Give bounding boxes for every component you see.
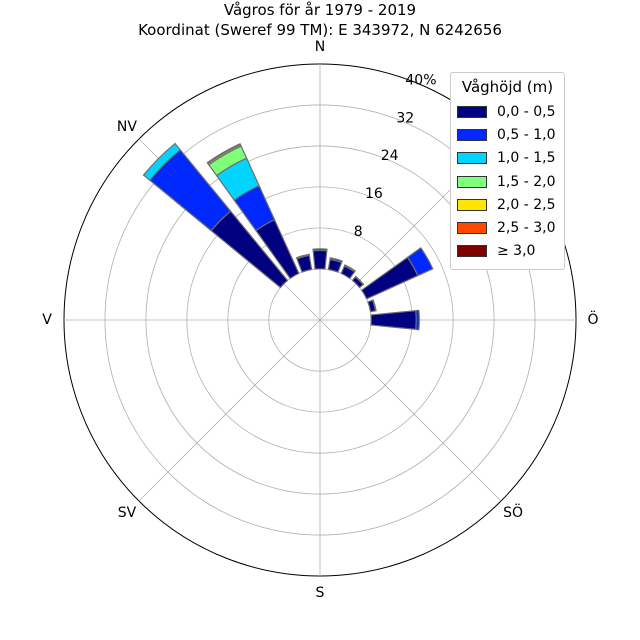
direction-label-7: V xyxy=(42,312,52,328)
legend-swatch xyxy=(457,152,487,165)
legend-title: Våghöjd (m) xyxy=(461,78,554,96)
legend-item: 1,0 - 1,5 xyxy=(457,147,558,170)
bar-segment-dir345-2 xyxy=(295,253,310,260)
grid-spoke-4 xyxy=(319,319,502,502)
legend-label: 1,5 - 2,0 xyxy=(497,173,556,190)
radial-tick-label-5: 40% xyxy=(405,72,436,88)
bar-segment-dir45-2 xyxy=(354,275,365,286)
bar-segment-dir0-2 xyxy=(312,248,328,252)
legend-label: 0,0 - 0,5 xyxy=(497,103,556,120)
bar-segment-dir60-2 xyxy=(406,247,434,277)
bar-segment-dir330-6 xyxy=(206,142,242,165)
legend-label: 1,0 - 1,5 xyxy=(497,150,556,167)
legend-item: 0,0 - 0,5 xyxy=(457,100,558,123)
radial-tick-label-1: 8 xyxy=(354,224,363,240)
legend-label: ≥ 3,0 xyxy=(497,243,536,260)
legend-item: 1,5 - 2,0 xyxy=(457,170,558,193)
bar-segment-dir90-2 xyxy=(415,309,420,331)
legend-swatch xyxy=(457,198,487,211)
legend-label: 2,5 - 3,0 xyxy=(497,220,556,237)
legend-label: 0,5 - 1,0 xyxy=(497,126,556,143)
direction-label-4: SÖ xyxy=(503,503,523,521)
chart-title: Vågros för år 1979 - 2019 xyxy=(223,1,417,19)
direction-label-3: Ö xyxy=(587,310,598,328)
legend-rows: 0,0 - 0,5 0,5 - 1,0 1,0 - 1,5 1,5 - 2,0 2,0 … xyxy=(457,100,558,263)
legend-item: ≥ 3,0 xyxy=(457,240,558,263)
chart-subtitle: Koordinat (Sweref 99 TM): E 343972, N 62… xyxy=(138,21,502,39)
legend-item: 2,5 - 3,0 xyxy=(457,216,558,239)
direction-label-5: S xyxy=(316,585,325,601)
legend-swatch xyxy=(457,245,487,258)
bar-segment-dir75-2 xyxy=(371,299,377,312)
bar-segment-dir315-3 xyxy=(142,142,182,182)
legend-swatch xyxy=(457,222,487,235)
bar-segment-dir30-2 xyxy=(343,264,357,273)
legend-item: 0,5 - 1,0 xyxy=(457,123,558,146)
legend-swatch xyxy=(457,175,487,188)
bar-segment-dir0-1 xyxy=(312,249,328,270)
legend: Våghöjd (m) 0,0 - 0,5 0,5 - 1,0 1,0 - 1,5 1… xyxy=(450,72,565,271)
legend-label: 2,0 - 2,5 xyxy=(497,196,556,213)
legend-item: 2,0 - 2,5 xyxy=(457,193,558,216)
direction-label-1: N xyxy=(315,39,325,55)
direction-label-6: SV xyxy=(118,505,137,521)
radial-tick-label-2: 16 xyxy=(365,186,383,202)
title-block: Vågros för år 1979 - 2019 Koordinat (Swe… xyxy=(0,0,640,40)
radial-tick-label-4: 32 xyxy=(396,110,414,126)
direction-label-8: NV xyxy=(117,119,137,135)
grid-spoke-6 xyxy=(138,319,321,502)
radial-tick-label-3: 24 xyxy=(381,148,399,164)
legend-swatch xyxy=(457,128,487,141)
bar-segment-dir15-2 xyxy=(329,257,343,264)
legend-swatch xyxy=(457,105,487,118)
